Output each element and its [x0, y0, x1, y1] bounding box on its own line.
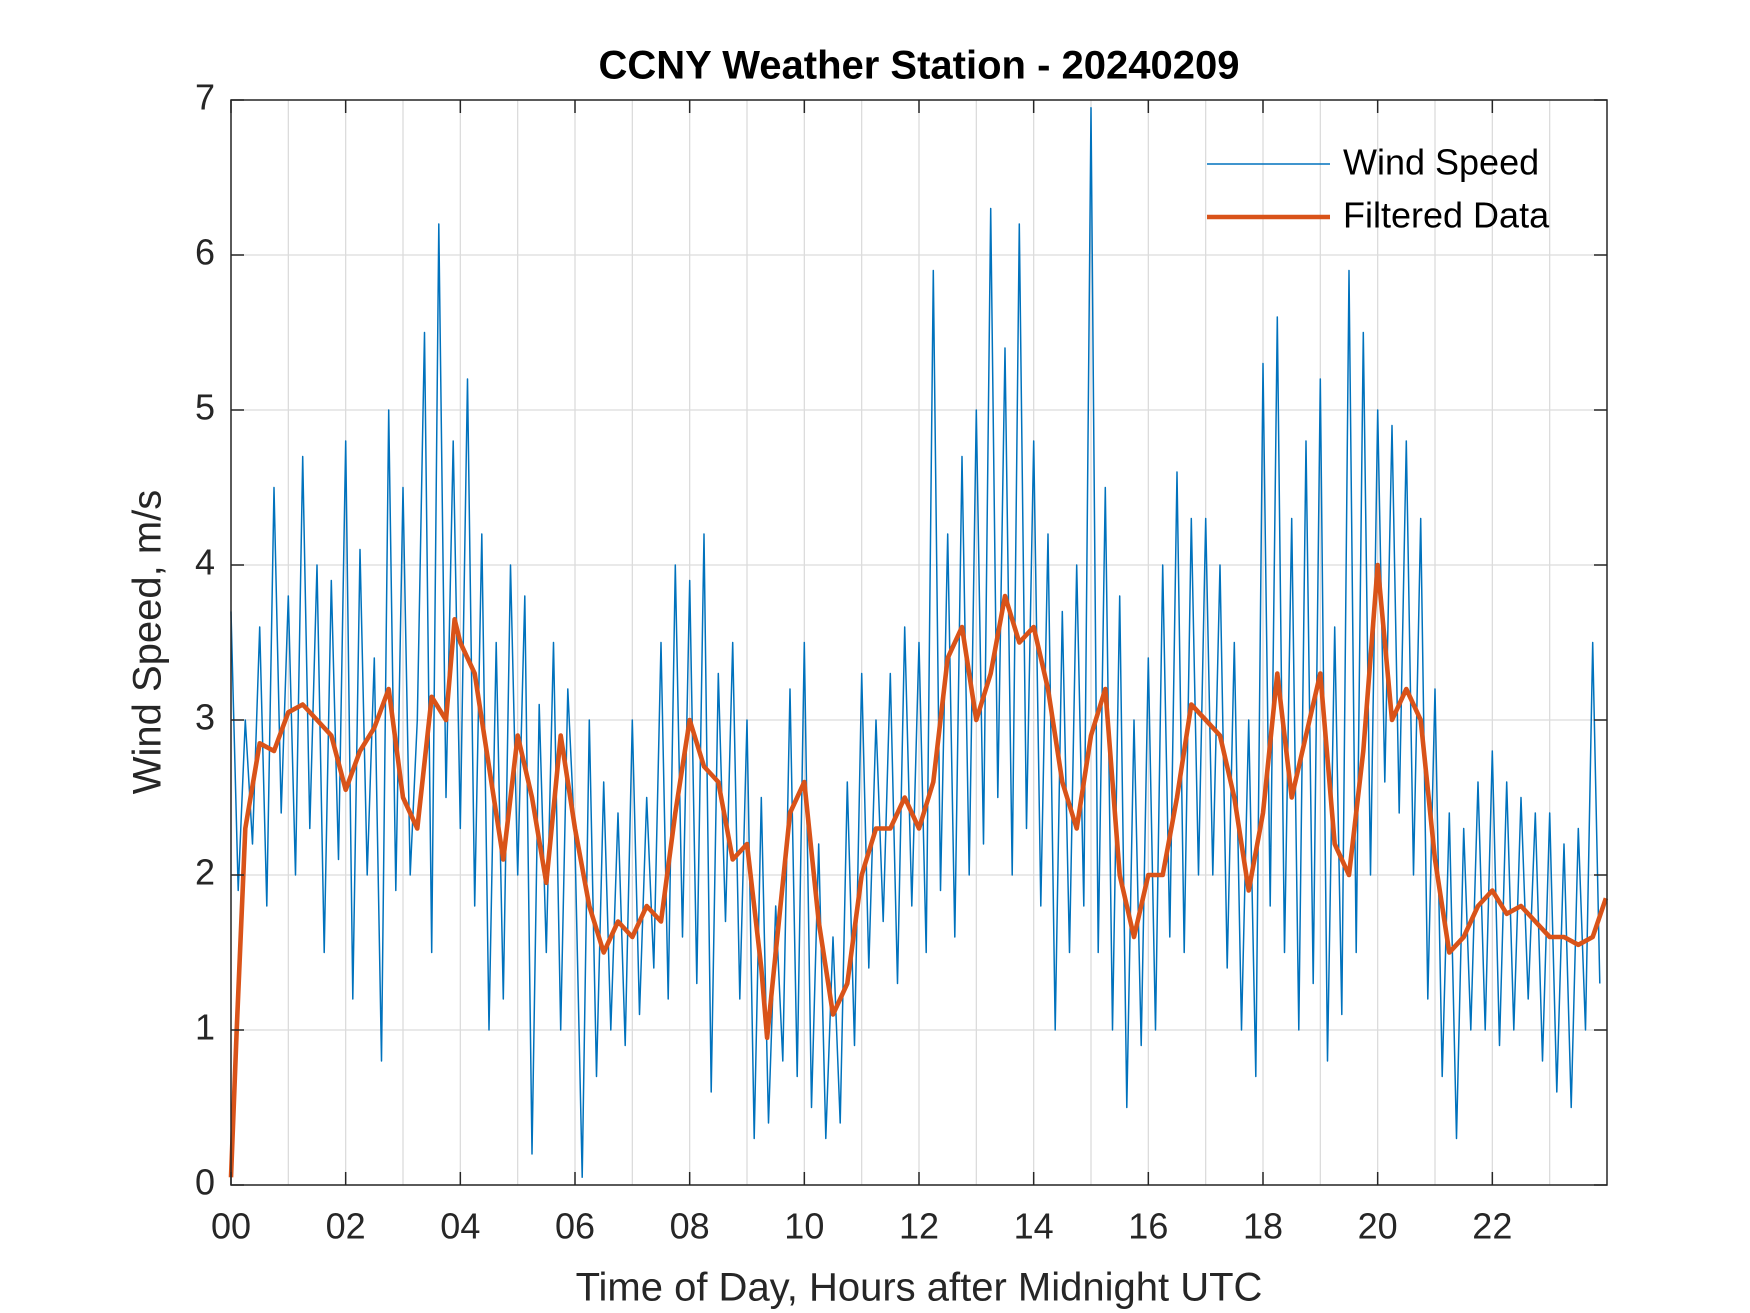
x-tick-label: 08 [670, 1206, 710, 1247]
x-tick-label: 10 [784, 1206, 824, 1247]
legend-label: Wind Speed [1343, 142, 1539, 183]
y-axis-label: Wind Speed, m/s [126, 490, 170, 795]
x-tick-label: 20 [1358, 1206, 1398, 1247]
x-tick-label: 00 [211, 1206, 251, 1247]
y-tick-label: 2 [195, 852, 215, 893]
x-tick-label: 04 [440, 1206, 480, 1247]
y-tick-label: 1 [195, 1007, 215, 1048]
x-tick-label: 16 [1128, 1206, 1168, 1247]
y-tick-label: 4 [195, 542, 215, 583]
x-tick-label: 22 [1472, 1206, 1512, 1247]
x-tick-label: 14 [1014, 1206, 1054, 1247]
legend-label: Filtered Data [1343, 195, 1550, 236]
data-line [230, 107, 1601, 1179]
y-tick-label: 7 [195, 77, 215, 118]
y-tick-label: 6 [195, 232, 215, 273]
x-tick-label: 18 [1243, 1206, 1283, 1247]
chart-title: CCNY Weather Station - 20240209 [599, 44, 1240, 88]
x-tick-label: 06 [555, 1206, 595, 1247]
y-tick-label: 0 [195, 1162, 215, 1203]
data-line [228, 562, 1609, 1178]
x-tick-label: 02 [326, 1206, 366, 1247]
x-tick-label: 12 [899, 1206, 939, 1247]
x-axis-label: Time of Day, Hours after Midnight UTC [576, 1266, 1263, 1310]
y-tick-label: 5 [195, 387, 215, 428]
y-tick-label: 3 [195, 697, 215, 738]
